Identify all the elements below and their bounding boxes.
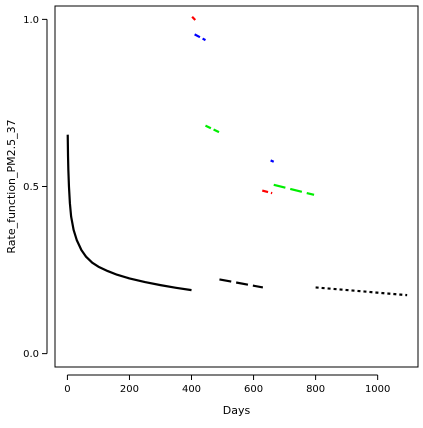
series-line-7 <box>270 159 275 163</box>
x-tick-label: 600 <box>244 384 263 395</box>
series-line-1 <box>66 134 192 292</box>
y-axis: 0.0 0.5 1.0 <box>23 15 48 360</box>
y-axis-title: Rate_function_PM2.5_37 <box>5 119 18 253</box>
series-line-9 <box>273 183 315 196</box>
x-tick-label: 200 <box>120 384 139 395</box>
x-tick-label: 1000 <box>365 384 390 395</box>
series-line-8 <box>261 189 273 195</box>
x-tick-label: 0 <box>64 384 70 395</box>
plot-frame <box>54 5 419 368</box>
series-line-2 <box>219 278 264 289</box>
series-layer <box>66 15 408 297</box>
x-tick-label: 800 <box>306 384 325 395</box>
series-line-6 <box>204 124 220 134</box>
x-axis: 0 200 400 600 800 1000 <box>64 374 390 395</box>
y-tick-label: 1.0 <box>23 15 39 26</box>
y-tick-label: 0.0 <box>23 349 39 360</box>
x-axis-title: Days <box>223 404 251 417</box>
x-tick-label: 400 <box>182 384 201 395</box>
series-line-4 <box>191 15 197 21</box>
y-tick-label: 0.5 <box>23 182 39 193</box>
series-line-5 <box>194 33 206 42</box>
